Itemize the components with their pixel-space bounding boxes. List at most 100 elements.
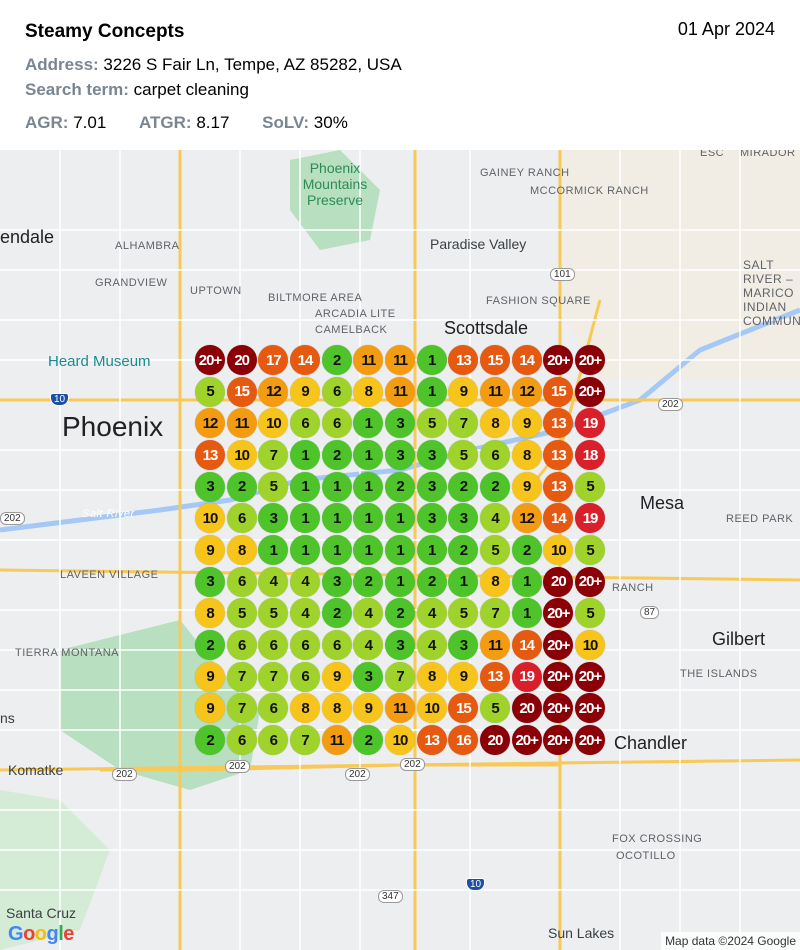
rank-pin[interactable]: 20+ — [543, 725, 574, 756]
rank-pin[interactable]: 20 — [543, 566, 574, 597]
map-view[interactable]: endale ALHAMBRA GRANDVIEW UPTOWN BILTMORE AR… — [0, 150, 800, 950]
rank-pin[interactable]: 20+ — [511, 725, 542, 756]
rank-pin[interactable]: 20 — [226, 345, 257, 375]
rank-pin[interactable]: 20+ — [575, 661, 606, 692]
rank-pin[interactable]: 4 — [353, 630, 384, 661]
rank-pin[interactable]: 3 — [353, 661, 384, 692]
rank-pin[interactable]: 2 — [195, 725, 225, 756]
rank-pin[interactable]: 2 — [321, 598, 352, 629]
rank-pin[interactable]: 5 — [416, 408, 447, 439]
rank-pin[interactable]: 12 — [258, 376, 289, 407]
rank-pin[interactable]: 6 — [321, 630, 352, 661]
rank-pin[interactable]: 1 — [290, 503, 320, 534]
rank-pin[interactable]: 13 — [416, 725, 447, 756]
rank-pin[interactable]: 9 — [195, 693, 225, 724]
rank-pin[interactable]: 10 — [416, 693, 447, 724]
rank-pin[interactable]: 1 — [448, 566, 479, 597]
rank-pin[interactable]: 12 — [511, 376, 542, 407]
rank-pin[interactable]: 9 — [353, 693, 384, 724]
rank-pin[interactable]: 2 — [385, 598, 416, 629]
rank-pin[interactable]: 3 — [195, 471, 225, 502]
rank-pin[interactable]: 8 — [290, 693, 320, 724]
rank-pin[interactable]: 10 — [385, 725, 416, 756]
rank-pin[interactable]: 11 — [321, 725, 352, 756]
rank-pin[interactable]: 11 — [385, 693, 416, 724]
rank-pin[interactable]: 8 — [416, 661, 447, 692]
rank-pin[interactable]: 5 — [575, 598, 606, 629]
rank-pin[interactable]: 19 — [575, 408, 606, 439]
rank-pin[interactable]: 7 — [226, 693, 257, 724]
rank-pin[interactable]: 11 — [480, 376, 511, 407]
rank-pin[interactable]: 1 — [353, 471, 384, 502]
rank-pin[interactable]: 6 — [480, 440, 511, 470]
rank-pin[interactable]: 7 — [226, 661, 257, 692]
rank-pin[interactable]: 3 — [448, 630, 479, 661]
rank-pin[interactable]: 2 — [353, 725, 384, 756]
rank-pin[interactable]: 9 — [511, 408, 542, 439]
rank-pin[interactable]: 6 — [226, 725, 257, 756]
rank-pin[interactable]: 5 — [448, 598, 479, 629]
rank-pin[interactable]: 1 — [290, 535, 320, 566]
rank-pin[interactable]: 3 — [385, 440, 416, 470]
rank-pin[interactable]: 2 — [353, 566, 384, 597]
rank-pin[interactable]: 6 — [321, 376, 352, 407]
rank-pin[interactable]: 13 — [480, 661, 511, 692]
rank-pin[interactable]: 2 — [511, 535, 542, 566]
rank-pin[interactable]: 20 — [480, 725, 511, 756]
rank-pin[interactable]: 5 — [258, 598, 289, 629]
rank-pin[interactable]: 1 — [385, 535, 416, 566]
rank-pin[interactable]: 3 — [416, 471, 447, 502]
rank-pin[interactable]: 7 — [448, 408, 479, 439]
rank-pin[interactable]: 1 — [385, 503, 416, 534]
rank-pin[interactable]: 2 — [195, 630, 225, 661]
rank-pin[interactable]: 14 — [511, 630, 542, 661]
rank-pin[interactable]: 8 — [195, 598, 225, 629]
rank-pin[interactable]: 1 — [416, 535, 447, 566]
rank-pin[interactable]: 5 — [480, 535, 511, 566]
rank-pin[interactable]: 6 — [290, 661, 320, 692]
rank-pin[interactable]: 20+ — [575, 345, 606, 375]
rank-pin[interactable]: 1 — [290, 471, 320, 502]
rank-pin[interactable]: 10 — [226, 440, 257, 470]
rank-pin[interactable]: 6 — [258, 693, 289, 724]
rank-pin[interactable]: 3 — [195, 566, 225, 597]
rank-pin[interactable]: 9 — [511, 471, 542, 502]
rank-pin[interactable]: 15 — [480, 345, 511, 375]
rank-pin[interactable]: 8 — [511, 440, 542, 470]
rank-pin[interactable]: 16 — [448, 725, 479, 756]
rank-pin[interactable]: 6 — [290, 630, 320, 661]
rank-pin[interactable]: 11 — [385, 345, 416, 375]
rank-pin[interactable]: 3 — [385, 630, 416, 661]
rank-pin[interactable]: 9 — [321, 661, 352, 692]
rank-pin[interactable]: 9 — [195, 535, 225, 566]
rank-pin[interactable]: 1 — [290, 440, 320, 470]
rank-pin[interactable]: 9 — [448, 661, 479, 692]
rank-pin[interactable]: 9 — [290, 376, 320, 407]
rank-pin[interactable]: 2 — [385, 471, 416, 502]
rank-pin[interactable]: 6 — [321, 408, 352, 439]
rank-pin[interactable]: 20+ — [543, 345, 574, 375]
rank-pin[interactable]: 8 — [353, 376, 384, 407]
rank-pin[interactable]: 6 — [290, 408, 320, 439]
rank-pin[interactable]: 1 — [416, 376, 447, 407]
rank-pin[interactable]: 11 — [480, 630, 511, 661]
map-attribution[interactable]: Map data ©2024 Google — [661, 932, 800, 950]
rank-pin[interactable]: 19 — [575, 503, 606, 534]
rank-pin[interactable]: 17 — [258, 345, 289, 375]
rank-pin[interactable]: 7 — [258, 661, 289, 692]
rank-pin[interactable]: 8 — [321, 693, 352, 724]
rank-pin[interactable]: 6 — [226, 630, 257, 661]
rank-pin[interactable]: 20+ — [195, 345, 225, 375]
rank-pin[interactable]: 3 — [258, 503, 289, 534]
rank-pin[interactable]: 20+ — [575, 376, 606, 407]
rank-pin[interactable]: 4 — [416, 598, 447, 629]
rank-pin[interactable]: 13 — [543, 471, 574, 502]
rank-pin[interactable]: 20+ — [543, 598, 574, 629]
rank-pin[interactable]: 5 — [480, 693, 511, 724]
rank-pin[interactable]: 20+ — [543, 693, 574, 724]
rank-pin[interactable]: 1 — [321, 471, 352, 502]
rank-pin[interactable]: 2 — [480, 471, 511, 502]
rank-pin[interactable]: 1 — [385, 566, 416, 597]
rank-pin[interactable]: 13 — [195, 440, 225, 470]
rank-pin[interactable]: 6 — [258, 630, 289, 661]
